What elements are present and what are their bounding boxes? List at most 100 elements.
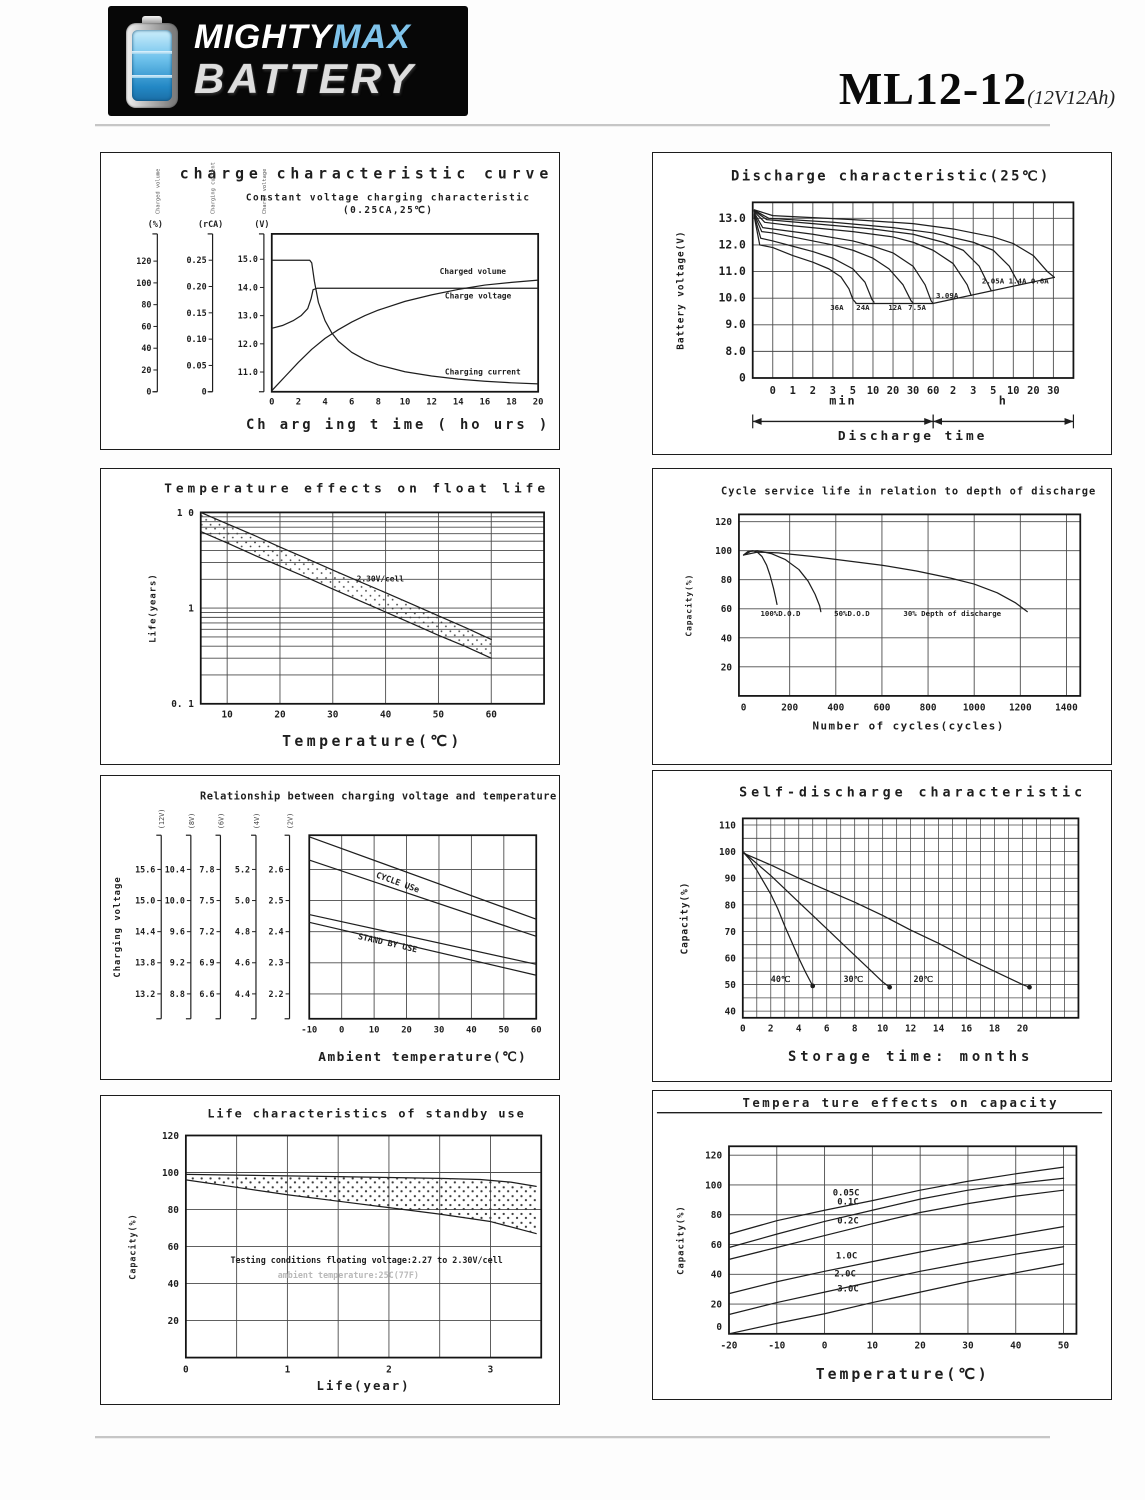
svg-text:10: 10 <box>877 1024 889 1035</box>
svg-text:30℃: 30℃ <box>844 974 864 984</box>
svg-text:(rCA): (rCA) <box>198 219 223 229</box>
battery-core-icon <box>132 30 172 101</box>
svg-text:10: 10 <box>867 385 879 397</box>
svg-text:4.4: 4.4 <box>235 989 250 999</box>
svg-text:0: 0 <box>822 1341 828 1352</box>
svg-text:60: 60 <box>141 321 151 331</box>
svg-text:15.0: 15.0 <box>238 254 258 264</box>
svg-text:6.6: 6.6 <box>199 989 214 999</box>
svg-text:10.0: 10.0 <box>165 896 185 906</box>
svg-text:50%D.O.D: 50%D.O.D <box>834 609 870 618</box>
chart-life-characteristics-standby-use: Life characteristics of standby use 0 1 2 3 1… <box>100 1095 560 1405</box>
svg-text:6: 6 <box>824 1024 830 1035</box>
model-name: ML12-12 <box>838 63 1028 114</box>
svg-text:7.5A: 7.5A <box>908 303 926 312</box>
svg-text:2.6: 2.6 <box>268 864 283 874</box>
svg-text:(4V): (4V) <box>253 813 261 830</box>
svg-text:1400: 1400 <box>1055 703 1078 714</box>
svg-text:9.0: 9.0 <box>725 317 746 331</box>
svg-text:CYCLE USe: CYCLE USe <box>375 870 421 895</box>
svg-text:20: 20 <box>1027 385 1039 397</box>
svg-text:(2V): (2V) <box>286 813 294 830</box>
svg-text:9.6: 9.6 <box>170 927 185 937</box>
svg-text:60: 60 <box>168 1242 180 1253</box>
svg-text:24A: 24A <box>856 303 870 312</box>
svg-text:400: 400 <box>827 703 844 714</box>
svg-text:40: 40 <box>466 1026 477 1036</box>
svg-text:Ch arg ing t ime ( ho urs ): Ch arg ing t ime ( ho urs ) <box>246 417 550 433</box>
chart-temperature-effects-float-life: Temperature effects on float life 10 20 30 4… <box>100 468 560 765</box>
svg-text:4.6: 4.6 <box>235 958 250 968</box>
svg-text:1: 1 <box>285 1364 291 1375</box>
brand-logo: MIGHTYMAX BATTERY <box>108 6 468 116</box>
svg-text:10.4: 10.4 <box>165 864 185 874</box>
svg-text:16: 16 <box>480 398 491 408</box>
svg-text:7.8: 7.8 <box>199 864 214 874</box>
svg-text:100: 100 <box>705 1180 722 1191</box>
svg-text:8: 8 <box>376 398 381 408</box>
svg-text:8: 8 <box>852 1024 858 1035</box>
svg-text:Capacity(%): Capacity(%) <box>684 574 694 637</box>
svg-text:20: 20 <box>721 662 733 673</box>
svg-text:40: 40 <box>725 1007 737 1018</box>
svg-text:Capacity(%): Capacity(%) <box>676 1205 687 1275</box>
svg-text:0: 0 <box>739 370 746 384</box>
svg-text:0.05C: 0.05C <box>833 1188 860 1198</box>
svg-text:Charged volume: Charged volume <box>440 267 507 276</box>
svg-text:200: 200 <box>781 703 798 714</box>
svg-text:50: 50 <box>498 1026 509 1036</box>
svg-text:Charging current: Charging current <box>445 366 521 376</box>
brand-word1: MIGHTY <box>194 18 333 56</box>
svg-text:800: 800 <box>920 703 937 714</box>
svg-text:3: 3 <box>488 1364 494 1375</box>
svg-text:60: 60 <box>486 710 498 721</box>
svg-text:50: 50 <box>1058 1341 1070 1352</box>
svg-text:5.0: 5.0 <box>235 896 250 906</box>
svg-text:(0.25CA,25℃): (0.25CA,25℃) <box>343 205 433 216</box>
svg-text:3.09A: 3.09A <box>936 291 959 300</box>
svg-text:2: 2 <box>768 1024 774 1035</box>
svg-text:100%D.O.D: 100%D.O.D <box>760 609 801 618</box>
svg-text:Charge voltage: Charge voltage <box>445 292 512 301</box>
svg-text:16: 16 <box>961 1024 973 1035</box>
svg-text:100: 100 <box>719 847 736 858</box>
svg-text:3.0C: 3.0C <box>837 1284 858 1294</box>
svg-text:Storage time: months: Storage time: months <box>788 1049 1033 1065</box>
svg-text:2: 2 <box>386 1364 392 1375</box>
svg-text:Life(year): Life(year) <box>317 1379 411 1393</box>
svg-text:0: 0 <box>770 385 776 397</box>
svg-text:Charging voltage: Charging voltage <box>112 876 123 977</box>
svg-text:Ambient temperature(℃): Ambient temperature(℃) <box>318 1050 527 1065</box>
svg-text:1200: 1200 <box>1009 703 1032 714</box>
svg-text:0: 0 <box>339 1026 344 1036</box>
chart-charging-voltage-vs-temperature: Relationship between charging voltage an… <box>100 775 560 1080</box>
svg-text:Life characteristics of standb: Life characteristics of standby use <box>207 1107 525 1121</box>
svg-text:4: 4 <box>796 1024 802 1035</box>
svg-text:10: 10 <box>400 398 411 408</box>
svg-text:120: 120 <box>705 1151 722 1162</box>
svg-text:12: 12 <box>905 1024 916 1035</box>
svg-text:2: 2 <box>810 385 816 397</box>
svg-text:2.2: 2.2 <box>268 989 283 999</box>
svg-text:20: 20 <box>533 398 544 408</box>
svg-text:10: 10 <box>1007 385 1019 397</box>
svg-text:Temperature(℃): Temperature(℃) <box>282 733 463 750</box>
svg-text:charge characteristic curve: charge characteristic curve <box>180 166 553 183</box>
svg-text:2.4: 2.4 <box>268 927 283 937</box>
svg-text:-10: -10 <box>768 1341 785 1352</box>
svg-text:(%): (%) <box>148 219 163 229</box>
chart-self-discharge-characteristic: Self-discharge characteristic 0 2 4 6 8 10 12 14… <box>652 770 1112 1082</box>
svg-text:(V): (V) <box>254 219 269 229</box>
svg-text:0.15: 0.15 <box>186 308 206 318</box>
svg-text:2: 2 <box>296 398 301 408</box>
svg-text:7.2: 7.2 <box>199 927 214 937</box>
svg-text:20: 20 <box>887 385 899 397</box>
svg-text:20℃: 20℃ <box>913 974 933 984</box>
svg-text:12.0: 12.0 <box>719 237 746 251</box>
svg-text:10: 10 <box>369 1026 380 1036</box>
svg-text:100: 100 <box>136 278 151 288</box>
svg-text:40: 40 <box>711 1270 723 1281</box>
svg-text:60: 60 <box>711 1240 723 1251</box>
svg-text:0: 0 <box>741 703 747 714</box>
